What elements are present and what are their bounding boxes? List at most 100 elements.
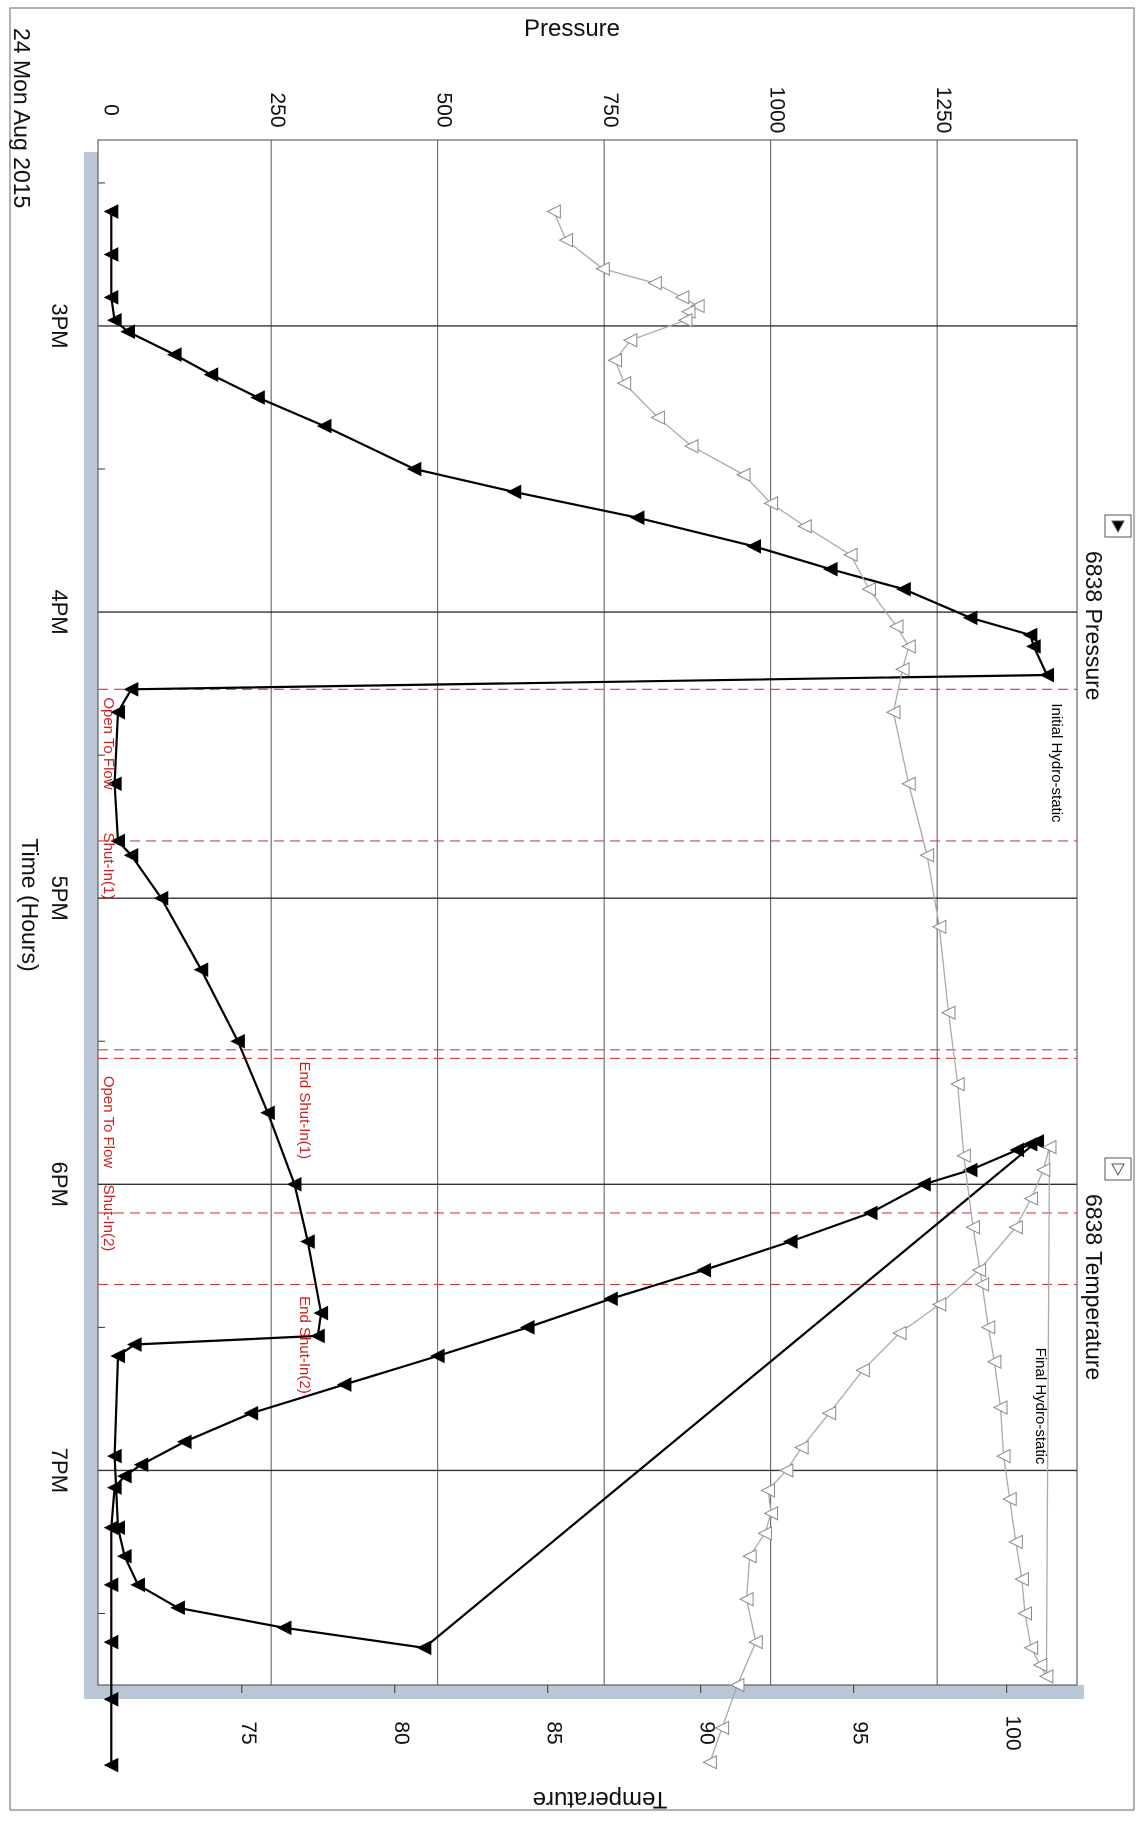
temperature-point: [1023, 1191, 1039, 1206]
temperature-tick-label: 85: [543, 1721, 566, 1744]
temperature-point: [1035, 1162, 1051, 1178]
temperature-point: [650, 410, 665, 425]
pressure-point: [336, 1377, 352, 1392]
pressure-point: [416, 1640, 432, 1656]
temperature-point: [763, 496, 779, 511]
pressure-point: [107, 1480, 122, 1495]
temperature-point: [690, 298, 705, 314]
pressure-point: [110, 833, 125, 849]
temperature-point: [980, 1320, 996, 1335]
pressure-point: [962, 610, 978, 626]
temperature-point: [861, 581, 876, 597]
pressure-point: [230, 1033, 245, 1049]
temperature-point: [995, 1448, 1011, 1464]
bottom-axis-bar: [84, 1685, 1084, 1699]
pressure-point: [153, 890, 169, 906]
temperature-point: [607, 352, 623, 368]
temperature-point: [546, 204, 561, 219]
pressure-point: [1009, 1142, 1025, 1158]
temperature-point: [971, 1262, 987, 1278]
temperature-point: [595, 261, 610, 277]
legend-label: 6838 Pressure: [1081, 551, 1107, 701]
legend-label: 6838 Temperature: [1081, 1194, 1107, 1380]
event-annotation: Shut-In(2): [100, 1185, 117, 1252]
event-annotation: End Shut-In(2): [296, 1296, 313, 1394]
temperature-tick-label: 90: [696, 1721, 719, 1744]
temperature-point: [1032, 1657, 1048, 1673]
pressure-point: [110, 1348, 125, 1364]
pressure-tick-label: 500: [433, 92, 456, 127]
pressure-point: [629, 510, 645, 525]
temperature-tick-label: 95: [849, 1721, 872, 1744]
pressure-point: [110, 704, 125, 720]
temperature-tick-label: 80: [390, 1721, 413, 1744]
temperature-point: [735, 467, 751, 483]
event-annotation: Shut-In(1): [100, 833, 117, 900]
pressure-point: [133, 1457, 149, 1473]
temperature-point: [742, 1548, 757, 1564]
pressure-point: [103, 1577, 119, 1593]
pressure-point: [127, 1337, 142, 1352]
event-annotation: Open To Flow: [100, 697, 117, 789]
event-annotation: End Shut-In(1): [296, 1062, 313, 1160]
event-annotation: Initial Hydro-static: [1048, 703, 1065, 823]
pressure-point: [506, 484, 522, 500]
pressure-point: [120, 324, 135, 340]
temperature-axis-title: Temperature: [533, 1786, 668, 1813]
event-annotation: Open To Flow: [100, 1076, 117, 1168]
pressure-point: [1022, 1136, 1038, 1152]
temperature-point: [757, 1526, 772, 1541]
pressure-point: [103, 1757, 119, 1773]
temperature-point: [940, 1005, 956, 1020]
time-tick-label: 7PM: [47, 1448, 72, 1493]
pressure-point: [250, 390, 265, 405]
pressure-point: [107, 312, 122, 328]
temperature-point: [894, 661, 910, 677]
pressure-point: [310, 1328, 325, 1344]
temperature-point: [855, 1362, 870, 1378]
time-tick-label: 3PM: [47, 303, 72, 348]
pressure-point: [123, 847, 139, 863]
temperature-point: [901, 776, 916, 792]
pressure-point: [300, 1234, 315, 1249]
temperature-point: [558, 232, 574, 248]
pressure-point: [117, 1468, 132, 1484]
pressure-point: [406, 461, 422, 477]
pressure-point: [170, 1600, 185, 1616]
temperature-point: [647, 275, 662, 291]
temperature-point: [738, 1591, 754, 1607]
pressure-tick-label: 1250: [932, 87, 955, 134]
temperature-point: [888, 619, 904, 634]
event-annotation: Final Hydro-static: [1032, 1348, 1049, 1465]
temperature-point: [992, 1400, 1008, 1415]
pressure-point: [916, 1176, 931, 1192]
temperature-point: [1008, 1219, 1023, 1235]
pressure-legend-marker: [1111, 520, 1125, 534]
pressure-tick-label: 750: [599, 92, 622, 127]
pressure-axis-title: Pressure: [524, 15, 620, 42]
pressure-point: [276, 1620, 292, 1636]
pressure-point: [783, 1234, 798, 1249]
pressure-tick-label: 250: [266, 92, 289, 127]
pressure-point: [107, 1448, 122, 1464]
temperature-point: [1017, 1606, 1032, 1621]
pressure-point: [107, 776, 122, 792]
temperature-point: [797, 518, 812, 534]
pressure-tick-label: 1000: [766, 87, 789, 134]
temperature-point: [702, 1754, 717, 1770]
temperature-point: [950, 1076, 965, 1092]
plot-area: [97, 139, 1078, 1686]
temperature-point: [677, 312, 693, 328]
time-tick-label: 4PM: [47, 589, 72, 634]
pressure-tick-label: 0: [100, 104, 123, 116]
pressure-point: [430, 1348, 445, 1364]
pressure-point: [260, 1105, 275, 1121]
temperature-point: [729, 1677, 745, 1693]
pressure-point: [103, 1520, 119, 1535]
temperature-tick-label: 75: [237, 1721, 260, 1744]
pressure-point: [130, 1577, 145, 1593]
outer-frame: [9, 7, 1135, 1811]
pressure-point: [103, 1634, 119, 1650]
